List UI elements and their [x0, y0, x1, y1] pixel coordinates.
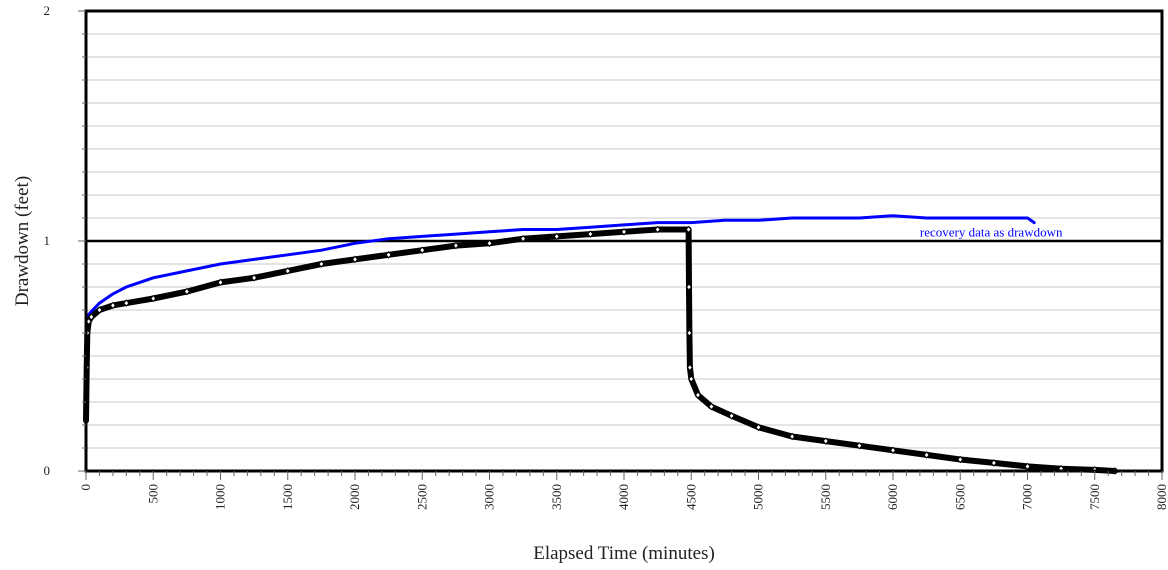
series-0-point [109, 301, 117, 310]
x-tick-label: 4500 [683, 484, 698, 510]
x-tick-label: 2000 [347, 484, 362, 510]
axis-layer: 0 1 2 0 500 1000 1500 2000 2500 3000 3500 4000 4500 5… [44, 3, 1168, 510]
x-tick-label: 6000 [885, 484, 900, 510]
series-0-point [889, 446, 897, 455]
series-0-point [587, 230, 594, 238]
x-tick-label: 5500 [818, 484, 833, 510]
series-0-point [486, 239, 493, 248]
series-0-point [385, 251, 392, 259]
series-0-point [686, 363, 694, 372]
series-0-point [755, 423, 762, 432]
series-0-point [250, 274, 258, 282]
series-0-point [708, 402, 715, 411]
series-0-point [685, 225, 692, 234]
x-tick-label: 500 [145, 484, 160, 504]
series-0-point [452, 241, 460, 250]
series-0-point [990, 459, 998, 467]
x-tick-label: 0 [78, 484, 93, 491]
series-0-point [957, 455, 964, 464]
series-0-point [788, 432, 796, 441]
x-tick-label: 6500 [952, 484, 967, 510]
series-0-point [686, 329, 693, 337]
series-0-point [351, 255, 359, 264]
series-0-point [183, 287, 191, 296]
y-tick-label: 1 [44, 233, 51, 248]
series-0-point [654, 225, 661, 234]
series-0-point [688, 375, 695, 383]
series-0-point [123, 299, 130, 307]
series-0-point [284, 267, 291, 275]
x-tick-label: 2500 [414, 484, 429, 510]
x-axis-title: Elapsed Time (minutes) [533, 543, 715, 564]
series-0-point [150, 294, 157, 303]
series-0-point [685, 283, 693, 291]
y-tick-label: 2 [44, 3, 51, 18]
series-0-point [96, 306, 103, 314]
series-0-point [822, 437, 829, 445]
series-0-point [553, 232, 560, 241]
series-0-point [88, 313, 95, 321]
x-tick-label: 7500 [1087, 484, 1102, 510]
x-tick-label: 8000 [1154, 484, 1168, 510]
series-0-point [856, 441, 863, 450]
x-tick-label: 3000 [482, 484, 497, 510]
x-tick-label: 1000 [213, 484, 228, 510]
series-0-point [519, 234, 527, 243]
series-0-point [318, 260, 325, 268]
y-axis-title: Drawdown (feet) [12, 176, 33, 306]
x-tick-label: 4000 [616, 484, 631, 510]
series-0-point [1024, 462, 1031, 471]
series-0-point [923, 451, 930, 459]
x-tick-label: 3500 [549, 484, 564, 510]
recovery-annotation: recovery data as drawdown [920, 224, 1063, 239]
y-tick-label: 0 [44, 463, 51, 478]
x-tick-label: 1500 [280, 484, 295, 510]
series-layer [82, 214, 1119, 475]
series-1-line [84, 214, 1036, 422]
series-0-point [217, 278, 224, 287]
series-0-point [620, 228, 628, 236]
series-0-point [728, 412, 735, 420]
x-tick-label: 7000 [1020, 484, 1035, 510]
series-0-line [83, 226, 1118, 474]
x-tick-label: 5000 [751, 484, 766, 510]
series-0-point [694, 391, 702, 399]
grid-lines [86, 33, 1162, 449]
series-0-point [419, 246, 426, 254]
